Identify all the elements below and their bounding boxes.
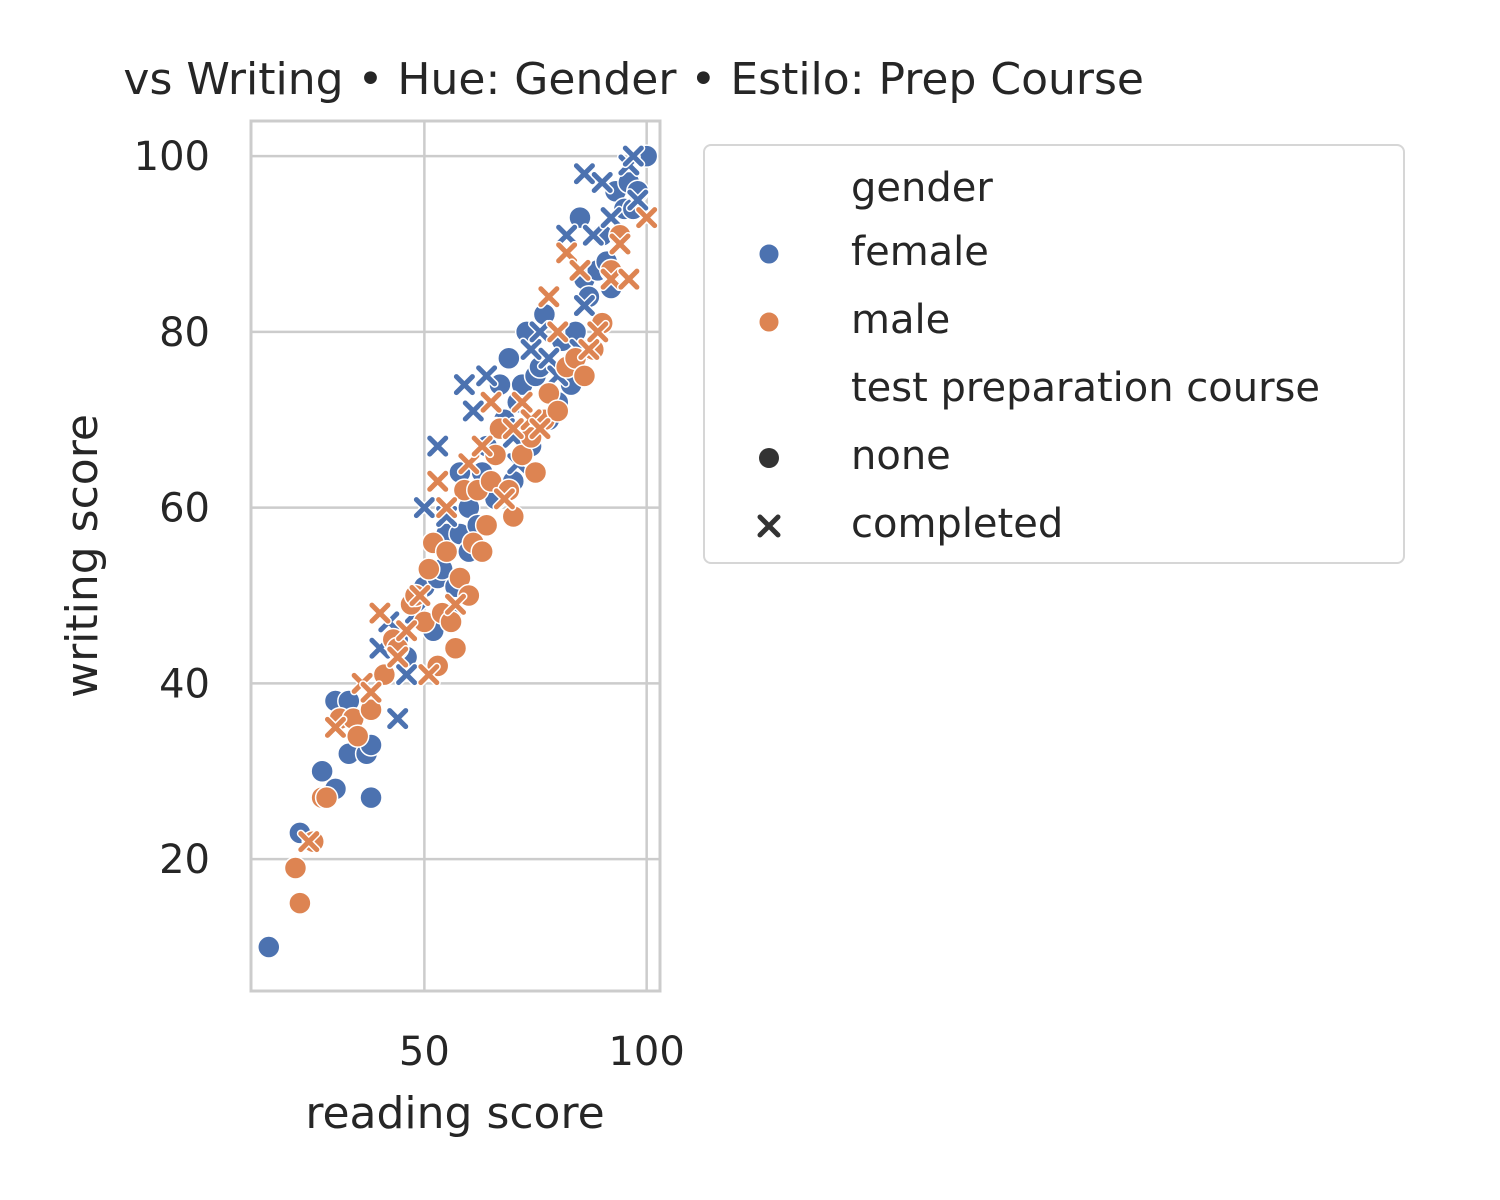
point-male-none (523, 460, 548, 485)
point-female-completed (625, 188, 650, 213)
point-female-completed (554, 223, 579, 248)
x-tick-label: 100 (608, 1029, 684, 1075)
legend-style-title-row: test preparation course (705, 360, 1403, 416)
y-tick-label: 60 (159, 486, 210, 532)
legend-label-female: female (851, 229, 989, 275)
point-female-completed (394, 662, 419, 687)
point-female-none (257, 935, 281, 959)
x-marker-icon (757, 514, 781, 538)
point-female-none (359, 785, 383, 810)
point-male-completed (367, 601, 392, 626)
y-tick-label: 20 (159, 837, 210, 883)
point-male-none (359, 698, 383, 722)
point-male-completed (323, 715, 348, 740)
point-male-completed (554, 240, 579, 265)
point-male-completed (607, 232, 632, 257)
point-female-none (310, 759, 334, 784)
legend-item-female: female (705, 224, 1403, 280)
point-male-none (283, 856, 308, 880)
point-male-none (470, 539, 494, 564)
point-male-completed (599, 267, 624, 292)
point-male-completed (576, 337, 601, 362)
y-tick-label: 100 (134, 134, 210, 180)
point-male-completed (527, 416, 552, 441)
point-male-none (546, 399, 570, 423)
point-male-completed (536, 284, 561, 309)
point-female-completed (425, 434, 450, 459)
legend-item-none: none (705, 428, 1403, 484)
grid-lines (251, 121, 660, 991)
point-male-none (474, 513, 499, 537)
x-tick-label: 50 (399, 1029, 450, 1075)
circle-marker-icon (758, 311, 780, 333)
y-tick-label: 80 (159, 310, 210, 356)
circle-marker-icon (759, 448, 779, 468)
point-male-completed (492, 486, 517, 511)
point-male-completed (394, 618, 419, 643)
point-male-completed (425, 469, 450, 494)
point-female-completed (527, 319, 552, 344)
legend-style-title: test preparation course (851, 365, 1321, 411)
legend-label-male: male (851, 297, 951, 343)
point-male-none (443, 636, 468, 661)
point-female-completed (519, 337, 544, 362)
point-female-completed (572, 161, 597, 186)
circle-marker-icon (758, 243, 780, 265)
point-male-none (434, 539, 459, 564)
point-male-none (572, 364, 597, 388)
plot-frame (249, 119, 662, 993)
legend-label-completed: completed (851, 501, 1064, 547)
point-male-none (288, 891, 312, 915)
point-female-completed (590, 170, 615, 195)
point-female-completed (599, 205, 624, 230)
point-male-completed (456, 451, 481, 476)
y-axis-label: writing score (57, 414, 108, 698)
point-male-completed (479, 390, 504, 415)
point-female-completed (474, 363, 499, 388)
data-points (257, 144, 659, 959)
point-male-completed (416, 662, 441, 687)
point-female-completed (412, 495, 437, 520)
point-female-completed (581, 223, 606, 248)
point-female-none (568, 205, 592, 230)
legend-hue-title: gender (851, 165, 993, 211)
point-male-completed (616, 267, 641, 292)
point-male-completed (385, 645, 410, 670)
point-male-completed (470, 434, 495, 459)
legend: gender female male test preparation cour… (703, 144, 1405, 564)
point-male-completed (567, 258, 592, 283)
point-male-completed (434, 495, 459, 520)
point-male-completed (585, 319, 610, 344)
point-female-completed (572, 293, 597, 318)
point-male-completed (501, 416, 526, 441)
legend-item-completed: completed (705, 496, 1403, 552)
x-axis-label: reading score (305, 1088, 604, 1139)
point-male-completed (634, 205, 659, 230)
legend-item-male: male (705, 292, 1403, 348)
point-female-completed (621, 144, 646, 169)
point-female-completed (536, 346, 561, 371)
point-female-completed (461, 399, 486, 423)
point-male-completed (359, 680, 384, 705)
point-female-completed (452, 372, 477, 397)
point-male-none (345, 724, 370, 748)
point-male-completed (443, 592, 468, 617)
point-male-none (417, 557, 441, 581)
point-male-completed (545, 319, 570, 344)
point-female-none (497, 346, 521, 371)
legend-label-none: none (851, 433, 951, 479)
point-male-completed (296, 829, 321, 854)
legend-hue-title-row: gender (705, 165, 1403, 344)
point-female-completed (385, 706, 410, 731)
chart-title: vs Writing • Hue: Gender • Estilo: Prep … (123, 54, 1144, 105)
point-male-none (314, 785, 339, 810)
chart-title-container: vs Writing • Hue: Gender • Estilo: Prep … (0, 52, 1500, 112)
y-tick-label: 40 (159, 661, 210, 707)
tick-labels: 50 100 20 40 60 80 100 (134, 134, 685, 1075)
point-male-completed (510, 390, 535, 415)
point-male-completed (407, 583, 432, 608)
